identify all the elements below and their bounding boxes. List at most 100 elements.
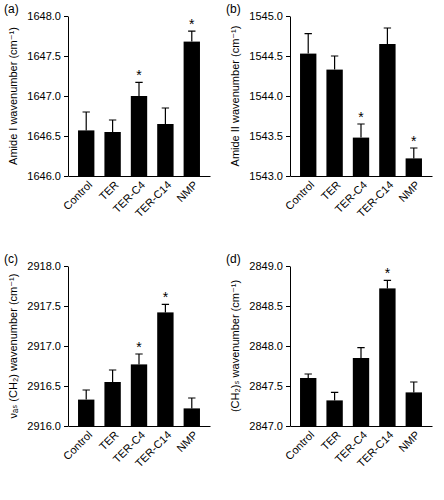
y-tick-mark <box>64 266 68 267</box>
y-tick-mark <box>286 386 290 387</box>
y-tick-label: 2916.0 <box>27 420 61 432</box>
bar <box>78 130 94 176</box>
bar <box>131 364 147 426</box>
y-axis-line <box>68 17 69 177</box>
y-tick-label: 2917.0 <box>27 340 61 352</box>
plot: **2916.02916.52917.02917.52918.0ControlT… <box>27 260 210 469</box>
y-tick: 1545.0 <box>249 10 290 22</box>
x-tick-label: Control <box>61 428 95 462</box>
error-bar <box>331 392 338 400</box>
error-bar <box>384 280 391 288</box>
x-tick-label: TER-C14 <box>355 428 396 469</box>
y-tick-mark <box>286 426 290 427</box>
x-axis: ControlTERTER-C4TER-C14NMP <box>61 427 211 470</box>
error-bar <box>305 34 312 54</box>
y-tick-label: 1544.0 <box>249 90 283 102</box>
marks <box>78 304 200 426</box>
x-tick: NMP <box>396 428 422 454</box>
bar <box>131 96 147 176</box>
y-tick-label: 2848.0 <box>249 340 283 352</box>
x-tick: TER-C14 <box>133 178 174 219</box>
y-tick-label: 1545.0 <box>249 10 283 22</box>
significance-marker: * <box>136 339 142 355</box>
bar <box>78 400 94 426</box>
x-tick-label: Control <box>283 428 317 462</box>
y-tick-label: 2849.0 <box>249 260 283 272</box>
y-tick: 2918.0 <box>27 260 68 272</box>
y-axis-title: νₐₛ (CH₂) wavenumber (cm⁻¹) <box>7 274 19 419</box>
y-tick-mark <box>286 176 290 177</box>
y-tick-label: 1646.5 <box>27 130 61 142</box>
panel: (b)Amide II wavenumber (cm⁻¹)**1543.0154… <box>226 2 433 219</box>
significance-marker: * <box>411 133 417 149</box>
y-tick-mark <box>64 426 68 427</box>
error-bar <box>188 31 195 41</box>
x-tick: Control <box>61 178 95 212</box>
y-tick: 1646.0 <box>27 170 68 182</box>
marks <box>300 280 422 426</box>
error-bar <box>410 148 417 158</box>
bar <box>184 408 200 426</box>
y-tick: 1648.0 <box>27 10 68 22</box>
bar <box>379 288 395 426</box>
bar <box>104 382 120 426</box>
x-tick-label: NMP <box>174 428 200 454</box>
x-axis: ControlTERTER-C4TER-C14NMP <box>61 177 211 220</box>
y-tick: 2849.0 <box>249 260 290 272</box>
significance-marker: * <box>163 289 169 305</box>
bar <box>326 400 342 426</box>
y-tick-label: 1544.5 <box>249 50 283 62</box>
bar <box>300 54 316 176</box>
x-tick-label: TER-C14 <box>133 178 174 219</box>
y-tick-mark <box>64 346 68 347</box>
bar <box>326 70 342 176</box>
figure: (a)Amide I wavenumber (cm⁻¹)**1646.01646… <box>0 0 444 500</box>
x-tick-label: Control <box>61 178 95 212</box>
y-axis-line <box>290 267 291 427</box>
y-tick-mark <box>286 266 290 267</box>
y-axis: 2916.02916.52917.02917.52918.0 <box>27 260 68 432</box>
error-bar <box>162 108 169 124</box>
error-bar <box>357 348 364 358</box>
y-tick-mark <box>286 56 290 57</box>
y-tick-mark <box>64 136 68 137</box>
plot: **1543.01543.51544.01544.51545.0ControlT… <box>249 10 432 219</box>
y-tick: 1647.0 <box>27 90 68 102</box>
y-tick-label: 2848.5 <box>249 300 283 312</box>
x-axis-line <box>69 426 211 427</box>
panel: (a)Amide I wavenumber (cm⁻¹)**1646.01646… <box>4 2 211 219</box>
y-tick-mark <box>286 16 290 17</box>
y-tick-label: 1647.5 <box>27 50 61 62</box>
y-tick: 1544.0 <box>249 90 290 102</box>
error-bar <box>135 82 142 96</box>
bar <box>379 44 395 176</box>
y-axis: 1646.0 1646.5 1647.0 1647.5 1648.0 <box>27 10 68 182</box>
bar <box>406 392 422 426</box>
x-tick-label: TER-C14 <box>133 428 174 469</box>
y-tick-label: 2847.0 <box>249 420 283 432</box>
y-tick: 2848.0 <box>249 340 290 352</box>
y-tick-mark <box>64 56 68 57</box>
panel: (c)νₐₛ (CH₂) wavenumber (cm⁻¹)**2916.029… <box>4 252 211 469</box>
y-axis: 1543.01543.51544.01544.51545.0 <box>249 10 290 182</box>
x-axis: ControlTERTER-C4TER-C14NMP <box>283 427 433 470</box>
y-axis-line <box>290 17 291 177</box>
y-tick-label: 1648.0 <box>27 10 61 22</box>
y-tick-label: 2918.0 <box>27 260 61 272</box>
y-tick-label: 1647.0 <box>27 90 61 102</box>
y-tick-mark <box>64 16 68 17</box>
y-tick: 2847.0 <box>249 420 290 432</box>
error-bar <box>357 124 364 138</box>
y-tick-mark <box>286 346 290 347</box>
bar <box>157 312 173 426</box>
y-tick-mark <box>286 136 290 137</box>
error-bar <box>83 112 90 130</box>
x-tick: NMP <box>174 178 200 204</box>
y-axis-title: Amide I wavenumber (cm⁻¹) <box>7 27 19 165</box>
y-axis-title: (CH₂)ₛ wavenumber (cm⁻¹) <box>229 280 241 412</box>
y-tick: 1544.5 <box>249 50 290 62</box>
x-tick-label: NMP <box>396 428 422 454</box>
significance-marker: * <box>358 109 364 125</box>
y-tick-mark <box>64 306 68 307</box>
x-tick: NMP <box>174 428 200 454</box>
